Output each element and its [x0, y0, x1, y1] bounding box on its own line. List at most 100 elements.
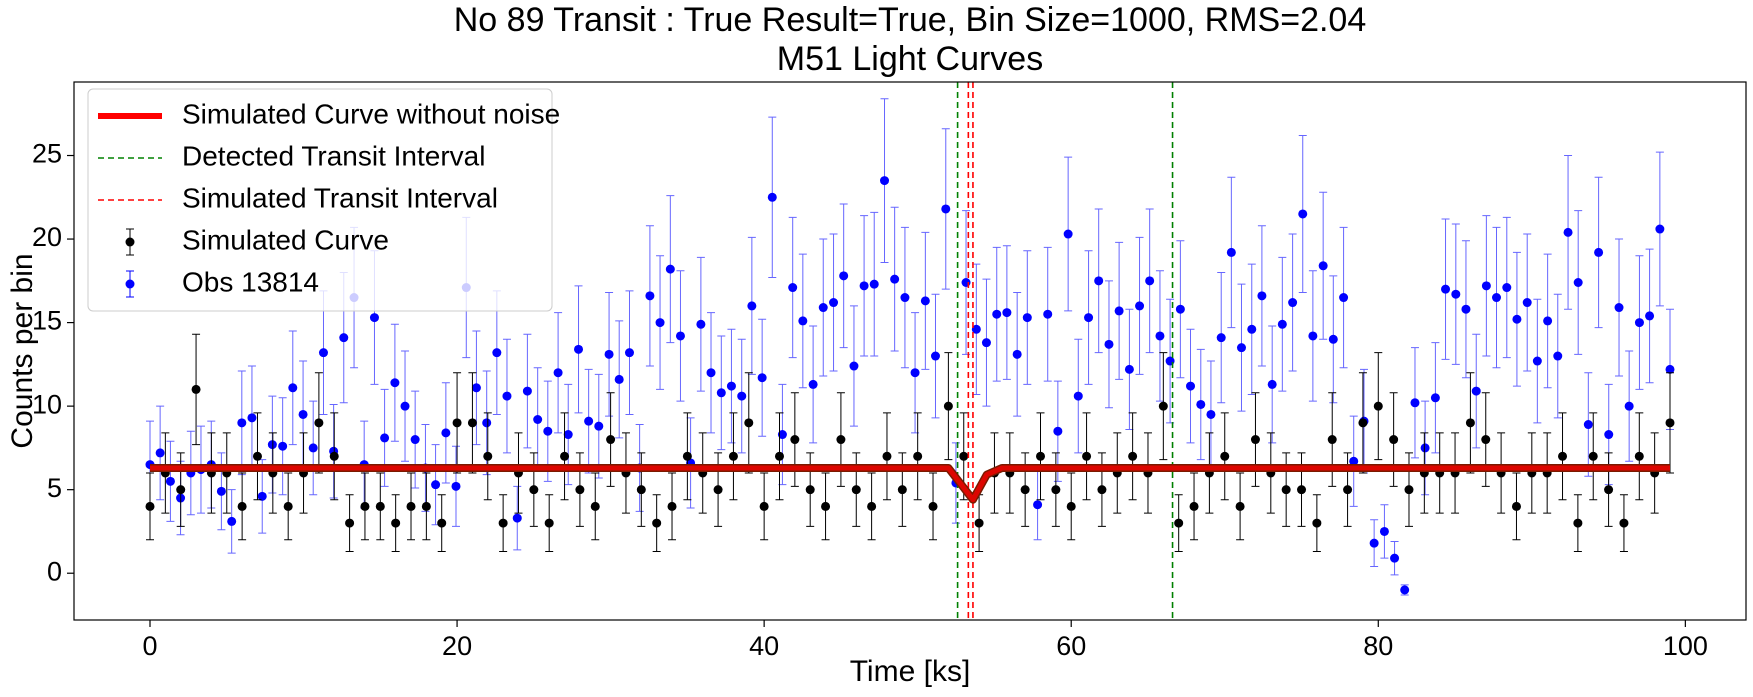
point [1619, 518, 1629, 528]
point [624, 348, 634, 358]
point [165, 476, 175, 486]
point [176, 485, 186, 495]
point [747, 301, 757, 311]
point [1400, 585, 1410, 595]
model-line [150, 465, 1670, 503]
point [421, 501, 431, 511]
legend-label: Simulated Curve without noise [182, 98, 560, 129]
point [1094, 276, 1104, 286]
point [512, 513, 522, 523]
point [1471, 386, 1481, 396]
point [1257, 291, 1267, 301]
point [529, 485, 539, 495]
point [1155, 331, 1165, 341]
point [606, 435, 616, 445]
point [1665, 418, 1675, 428]
point [1022, 313, 1032, 323]
point [859, 281, 869, 291]
point [145, 501, 155, 511]
point [437, 518, 447, 528]
point [492, 348, 502, 358]
point [155, 448, 165, 458]
point [237, 501, 247, 511]
point [1328, 334, 1338, 344]
point [471, 383, 481, 393]
point [1634, 451, 1644, 461]
point [961, 277, 971, 287]
legend: Simulated Curve without noise Detected Tr… [87, 88, 560, 312]
chart-subtitle: M51 Light Curves [777, 40, 1043, 78]
point [867, 501, 877, 511]
point [910, 368, 920, 378]
point [808, 379, 818, 389]
point [1410, 398, 1420, 408]
point [1369, 538, 1379, 548]
point [1012, 349, 1022, 359]
y-tick-label: 25 [32, 139, 62, 169]
point [829, 298, 839, 308]
chart-title: No 89 Transit : True Result=True, Bin Si… [454, 1, 1367, 39]
point [590, 501, 600, 511]
point [227, 516, 237, 526]
point [1002, 308, 1012, 318]
point [247, 413, 257, 423]
point [1036, 451, 1046, 461]
point [522, 386, 532, 396]
point [410, 435, 420, 445]
point [1084, 313, 1094, 323]
point [1624, 401, 1634, 411]
point [1135, 301, 1145, 311]
point [314, 418, 324, 428]
point [1451, 289, 1461, 299]
point [682, 451, 692, 461]
point [851, 485, 861, 495]
point [369, 313, 379, 323]
point [1512, 314, 1522, 324]
point [652, 518, 662, 528]
plot-frame [73, 81, 1747, 621]
point [1390, 553, 1400, 563]
point [981, 338, 991, 348]
point [467, 418, 477, 428]
point [1216, 333, 1226, 343]
point [737, 391, 747, 401]
point [759, 501, 769, 511]
legend-label: Obs 13814 [182, 266, 319, 297]
point [1308, 331, 1318, 341]
y-tick-label: 0 [47, 556, 62, 586]
point [308, 443, 318, 453]
point [1441, 284, 1451, 294]
point [767, 192, 777, 202]
point [584, 416, 594, 426]
point [1563, 227, 1573, 237]
point [1235, 501, 1245, 511]
point [1511, 501, 1521, 511]
point [1051, 485, 1061, 495]
legend-label: Simulated Transit Interval [182, 182, 498, 213]
point [992, 309, 1002, 319]
point [278, 441, 288, 451]
point [1573, 518, 1583, 528]
point [1124, 364, 1134, 374]
point [869, 279, 879, 289]
point [788, 283, 798, 293]
point [1665, 364, 1675, 374]
y-tick-label: 5 [47, 473, 62, 503]
point [974, 518, 984, 528]
point [1492, 293, 1502, 303]
point [216, 486, 226, 496]
point [1236, 343, 1246, 353]
y-tick-label: 10 [32, 389, 62, 419]
point [675, 331, 685, 341]
point [257, 491, 267, 501]
point [880, 176, 890, 186]
point [318, 348, 328, 358]
point [1053, 426, 1063, 436]
x-tick-label: 20 [442, 631, 472, 661]
point [1389, 435, 1399, 445]
point [1614, 303, 1624, 313]
point [849, 361, 859, 371]
point [298, 409, 308, 419]
point [1327, 435, 1337, 445]
